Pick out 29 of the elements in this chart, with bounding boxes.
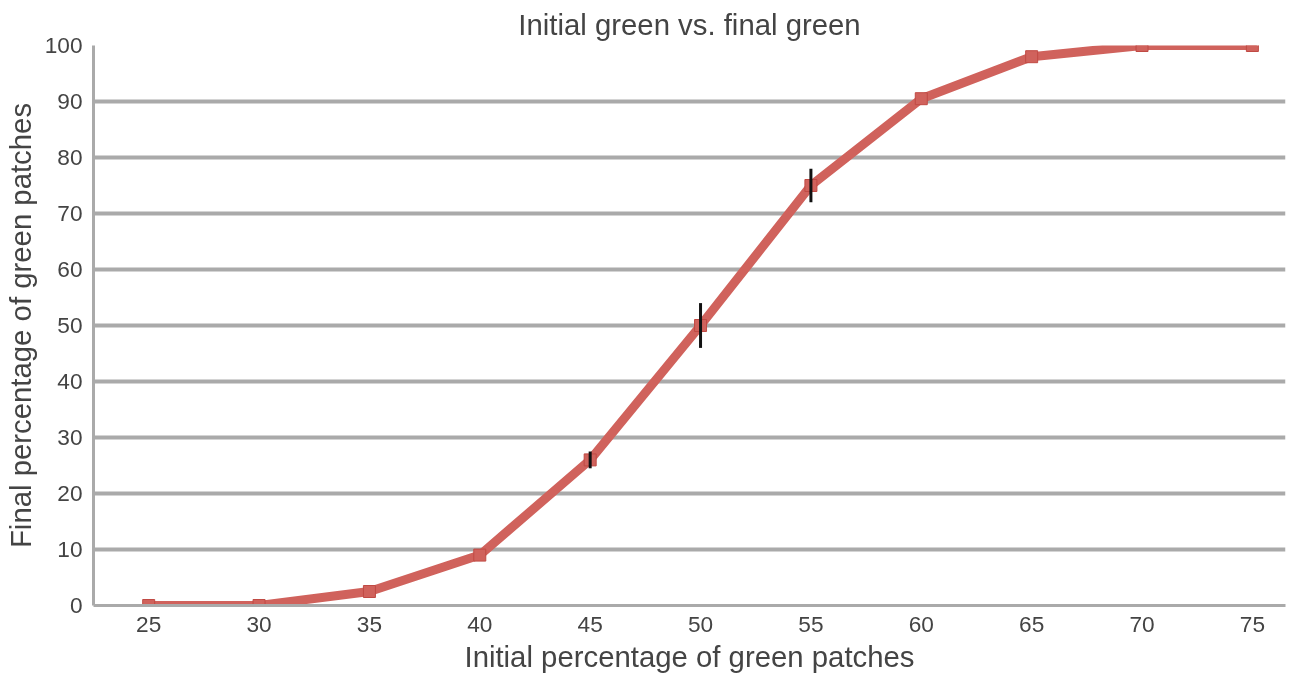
y-tick-label: 30: [57, 424, 83, 450]
x-tick-label: 70: [1129, 610, 1155, 637]
y-tick-label: 50: [57, 312, 83, 338]
y-tick-label: 40: [57, 368, 83, 394]
x-tick-label: 35: [356, 610, 383, 637]
point: [473, 548, 487, 562]
chart-title: Initial green vs. final green: [518, 7, 861, 41]
point: [362, 585, 376, 598]
x-axis-title: Initial percentage of green patches: [464, 639, 915, 673]
y-tick-label: 100: [44, 32, 83, 58]
point: [1025, 50, 1039, 64]
y-tick-label: 80: [57, 144, 83, 170]
x-tick-label: 55: [798, 610, 824, 637]
x-tick-label: 45: [577, 610, 603, 637]
y-tick-label: 90: [57, 88, 83, 114]
x-tick-label: 25: [136, 610, 162, 637]
x-tick-label: 40: [467, 610, 493, 637]
point: [914, 92, 928, 106]
y-tick-label: 20: [57, 480, 83, 506]
y-tick-label: 60: [57, 256, 83, 282]
x-tick-label: 65: [1019, 610, 1045, 637]
y-axis-title: Final percentage of green patches: [3, 102, 37, 549]
y-tick-label: 10: [57, 536, 83, 562]
x-tick-label: 30: [246, 610, 272, 637]
x-tick-label: 75: [1239, 610, 1265, 637]
x-tick-label: 50: [687, 610, 714, 637]
x-tick-label: 60: [908, 610, 934, 637]
y-tick-label: 70: [57, 200, 83, 226]
y-tick-label: 0: [69, 592, 83, 618]
